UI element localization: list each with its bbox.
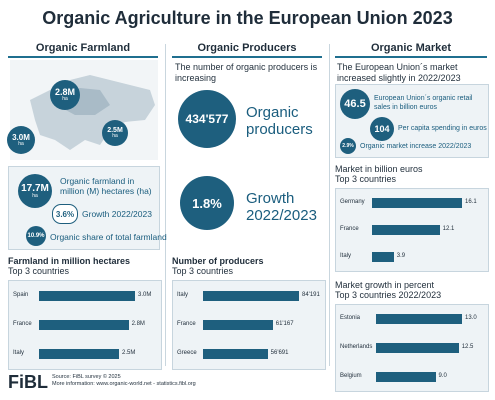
producers-growth-circle: 1.8% — [180, 176, 234, 230]
bar-value-france: 61'167 — [275, 321, 294, 327]
bar-value-netherlands: 12.5 — [461, 344, 474, 350]
chart-market-title: Market in billion euros — [335, 164, 423, 174]
bar-greece — [203, 349, 268, 360]
market-increase-label: Organic market increase 2022/2023 — [360, 143, 472, 150]
market-intro: The European Union´s market increased sl… — [337, 62, 461, 83]
europe-map: 2.8M ha 3.0M ha 2.5M ha — [7, 60, 158, 160]
bar-value-greece: 56'691 — [270, 350, 289, 357]
farmland-heading: Organic Farmland — [35, 42, 131, 54]
bar-label-netherlands: Netherlands — [340, 344, 373, 350]
bar-label-france: France — [13, 321, 32, 327]
chart-growth: Estonia 13.0 Netherlands 12.5 Belgium 9.0 — [335, 304, 489, 392]
bar-germany — [372, 197, 462, 208]
footer-more-info: More information: www.organic-world.net … — [52, 381, 196, 387]
bar-value-france: 12.1 — [442, 226, 455, 232]
bar-france — [203, 320, 273, 330]
divider-left — [165, 44, 166, 366]
bar-value-spain: 3.0M — [138, 291, 152, 298]
chart-farmland-title: Farmland in million hectares — [8, 256, 131, 266]
farmland-rule — [8, 56, 158, 58]
market-increase-circle: 2.9% — [340, 138, 356, 154]
page-title: Organic Agriculture in the European Unio… — [42, 8, 453, 28]
farmland-growth-pill: 3.6% — [52, 204, 78, 224]
map-marker-italy: 2.5M ha — [102, 120, 128, 146]
farmland-share-label: Organic share of total farmland — [50, 232, 167, 242]
market-retail-circle: 46.5 — [340, 89, 370, 119]
chart-farmland-subtitle: Top 3 countries — [8, 266, 70, 276]
bar-belgium — [376, 371, 436, 382]
map-marker-spain: 3.0M ha — [7, 126, 35, 154]
bar-value-belgium: 9.0 — [438, 372, 447, 379]
bar-france — [372, 225, 440, 235]
bar-label-spain: Spain — [13, 291, 29, 298]
chart-market-subtitle: Top 3 countries — [335, 174, 397, 184]
producers-count-label: Organic producers — [246, 104, 313, 138]
chart-producers: Italy 84'191 France 61'167 Greece 56'691 — [172, 280, 326, 370]
bar-label-greece: Greece — [177, 350, 197, 357]
market-retail-label: European Union´s organic retail sales in… — [374, 95, 473, 111]
chart-producers-title: Number of producers — [172, 256, 264, 266]
bar-value-germany: 16.1 — [465, 198, 477, 205]
bar-value-italy: 3.9 — [396, 253, 406, 260]
producers-count-circle: 434'577 — [178, 90, 236, 148]
chart-market: Germany 16.1 France 12.1 Italy 3.9 — [335, 188, 489, 272]
bar-label-belgium: Belgium — [340, 372, 362, 379]
farmland-growth-label: Growth 2022/2023 — [82, 209, 152, 219]
producers-rule — [172, 56, 322, 58]
divider-right — [329, 44, 330, 366]
market-heading: Organic Market — [370, 42, 452, 54]
bar-label-germany: Germany — [340, 198, 365, 205]
chart-farmland: Spain 3.0M France 2.8M Italy 2.5M — [8, 280, 162, 370]
map-marker-france: 2.8M ha — [50, 80, 80, 110]
fibl-logo: FiBL — [8, 372, 48, 392]
farmland-area-label: Organic farmland in million (M) hectares… — [60, 176, 152, 196]
market-stats-panel — [335, 84, 489, 158]
bar-italy — [372, 252, 394, 263]
farmland-area-circle: 17.7M ha — [18, 174, 52, 208]
bar-label-estonia: Estonia — [340, 315, 361, 322]
bar-value-italy: 2.5M — [122, 350, 136, 357]
farmland-share-circle: 10.9% — [26, 226, 46, 246]
bar-netherlands — [376, 343, 459, 353]
bar-value-estonia: 13.0 — [465, 315, 477, 322]
market-percap-label: Per capita spending in euros — [398, 125, 487, 132]
producers-growth-label: Growth 2022/2023 — [246, 190, 317, 224]
bar-label-italy: Italy — [13, 350, 25, 357]
bar-label-france: France — [177, 321, 196, 327]
bar-italy — [39, 349, 119, 360]
market-percap-circle: 104 — [370, 117, 394, 141]
chart-producers-subtitle: Top 3 countries — [172, 266, 234, 276]
chart-growth-subtitle: Top 3 countries 2022/2023 — [335, 290, 442, 300]
bar-estonia — [376, 314, 462, 325]
bar-italy — [203, 290, 299, 301]
chart-growth-title: Market growth in percent — [335, 280, 435, 290]
producers-heading: Organic Producers — [197, 42, 297, 54]
bar-value-france: 2.8M — [131, 321, 145, 327]
footer-source: Source: FiBL survey © 2025 — [52, 374, 121, 380]
bar-france — [39, 320, 129, 330]
producers-intro: The number of organic producers is incre… — [175, 62, 318, 83]
bar-value-italy: 84'191 — [302, 291, 320, 298]
bar-label-france: France — [340, 226, 359, 232]
bar-spain — [39, 290, 135, 301]
bar-label-italy: Italy — [340, 253, 352, 260]
bar-label-italy: Italy — [177, 291, 189, 298]
market-rule — [335, 56, 487, 58]
